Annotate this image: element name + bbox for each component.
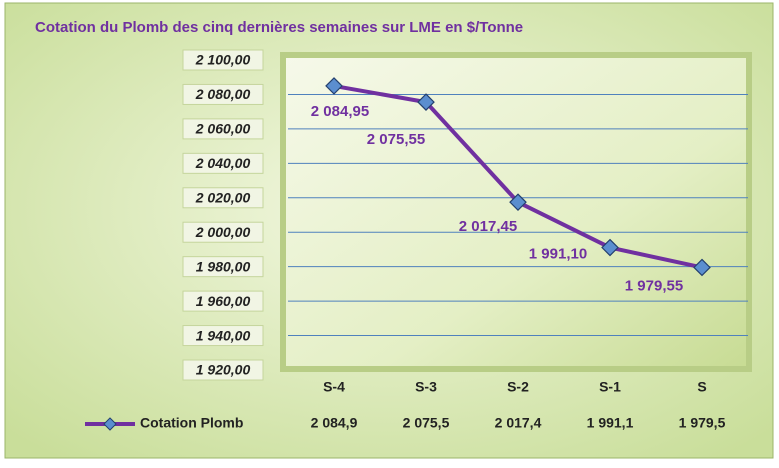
data-label: 1 991,10 xyxy=(529,246,587,263)
y-tick-box xyxy=(182,290,264,312)
y-tick-box xyxy=(182,118,264,140)
y-tick-box xyxy=(182,49,264,71)
data-label: 1 979,55 xyxy=(625,277,683,294)
y-tick-label: 2 080,00 xyxy=(195,86,251,102)
y-tick-box xyxy=(182,359,264,381)
y-tick-label: 2 040,00 xyxy=(195,155,251,171)
marker xyxy=(693,258,711,277)
table-value: 2 017,4 xyxy=(495,415,542,431)
marker xyxy=(325,77,343,95)
y-tick-box xyxy=(182,187,264,209)
x-tick-label: S-3 xyxy=(415,379,437,395)
x-tick-label: S xyxy=(697,379,706,395)
marker xyxy=(601,238,619,257)
legend-label: Cotation Plomb xyxy=(140,415,243,431)
y-tick-box xyxy=(182,152,264,174)
data-label: 2 075,55 xyxy=(367,131,425,148)
table-value: 2 075,5 xyxy=(403,415,450,431)
x-tick-label: S-2 xyxy=(507,379,529,395)
marker xyxy=(417,93,435,111)
y-tick-box xyxy=(182,221,264,243)
y-tick-box xyxy=(182,83,264,105)
table-value: 1 991,1 xyxy=(587,415,634,431)
y-tick-label: 2 100,00 xyxy=(195,52,251,68)
chart-title: Cotation du Plomb des cinq dernières sem… xyxy=(35,19,523,36)
y-tick-label: 1 940,00 xyxy=(196,327,251,343)
data-label: 2 017,45 xyxy=(459,218,517,235)
table-value: 2 084,9 xyxy=(311,415,358,431)
data-label: 2 084,95 xyxy=(311,103,369,120)
table-value: 1 979,5 xyxy=(679,415,726,431)
y-tick-label: 1 960,00 xyxy=(196,293,251,309)
y-tick-label: 2 000,00 xyxy=(195,224,251,240)
y-tick-box xyxy=(182,325,264,347)
y-tick-label: 1 980,00 xyxy=(196,258,251,274)
y-tick-label: 2 060,00 xyxy=(195,121,251,137)
legend-marker xyxy=(103,417,117,431)
y-tick-box xyxy=(182,256,264,278)
y-tick-label: 1 920,00 xyxy=(196,362,251,378)
x-tick-label: S-1 xyxy=(599,379,621,395)
x-tick-label: S-4 xyxy=(323,379,345,395)
plot-area xyxy=(280,52,752,372)
marker xyxy=(509,193,527,212)
y-tick-label: 2 020,00 xyxy=(195,189,251,205)
